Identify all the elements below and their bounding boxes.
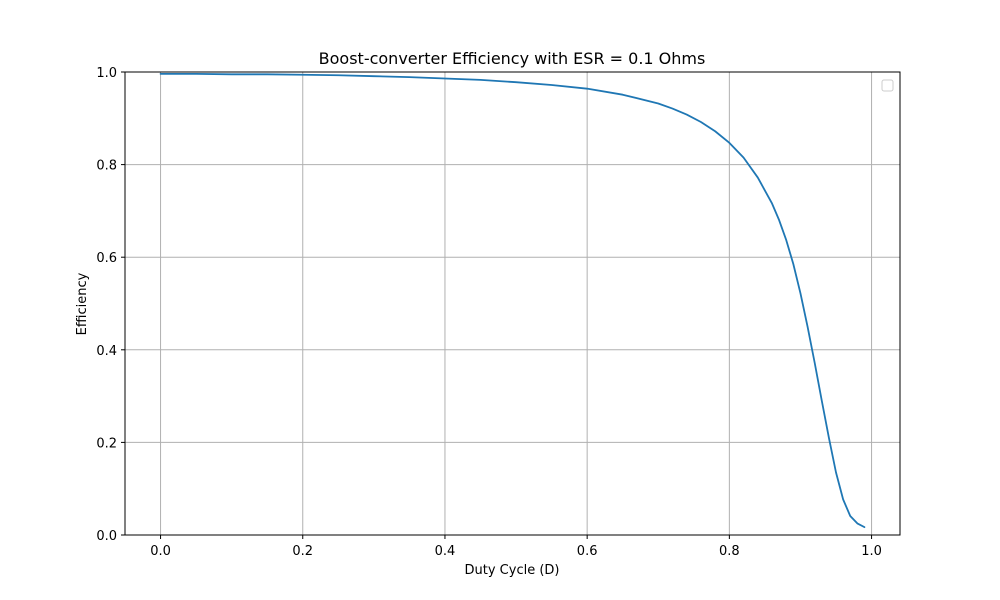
x-tick-label: 0.2 (292, 544, 313, 559)
x-tick-label: 0.0 (150, 544, 171, 559)
y-tick-label: 0.6 (96, 251, 117, 266)
x-tick-label: 0.6 (577, 544, 598, 559)
x-tick-label: 0.4 (435, 544, 456, 559)
legend-box (881, 79, 894, 92)
x-axis-label: Duty Cycle (D) (465, 563, 560, 578)
series-line (159, 72, 866, 529)
ticks: 0.0 0.2 0.4 0.6 0.8 1.0 0.0 0.2 0.4 0.6 0.8 1.0 (96, 66, 882, 559)
y-tick-label: 0.0 (96, 529, 117, 544)
y-axis-label: Efficiency (75, 272, 90, 335)
series-layer (159, 72, 866, 529)
x-tick-label: 1.0 (861, 544, 882, 559)
plot-area-frame (124, 71, 901, 536)
y-tick-label: 0.4 (96, 344, 117, 359)
y-tick-label: 1.0 (96, 66, 117, 81)
x-tick-label: 0.8 (719, 544, 740, 559)
chart-title: Boost-converter Efficiency with ESR = 0.… (319, 49, 706, 68)
y-tick-label: 0.8 (96, 159, 117, 174)
y-tick-label: 0.2 (96, 436, 117, 451)
